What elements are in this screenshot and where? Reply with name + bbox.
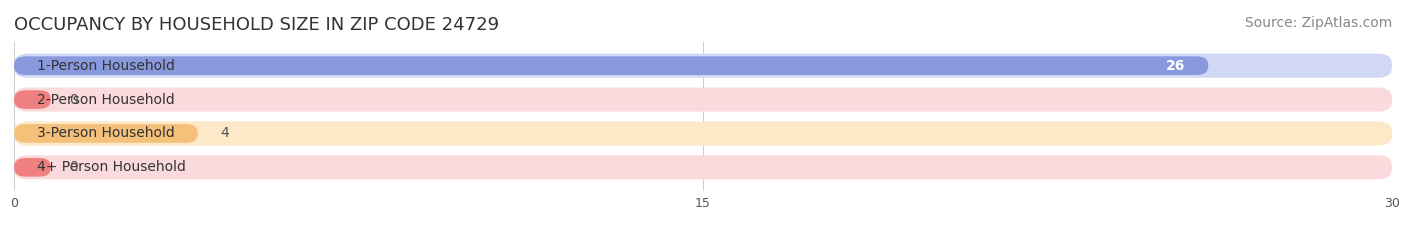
FancyBboxPatch shape (14, 90, 51, 109)
Text: 0: 0 (69, 93, 77, 106)
Text: 4: 4 (221, 127, 229, 140)
FancyBboxPatch shape (14, 155, 1392, 179)
FancyBboxPatch shape (14, 121, 1392, 145)
FancyBboxPatch shape (14, 124, 198, 143)
Text: 0: 0 (69, 160, 77, 174)
Text: 3-Person Household: 3-Person Household (37, 127, 174, 140)
FancyBboxPatch shape (14, 54, 1392, 78)
Text: Source: ZipAtlas.com: Source: ZipAtlas.com (1244, 16, 1392, 30)
Text: 4+ Person Household: 4+ Person Household (37, 160, 186, 174)
FancyBboxPatch shape (14, 56, 1208, 75)
Text: 2-Person Household: 2-Person Household (37, 93, 174, 106)
Text: 26: 26 (1166, 59, 1185, 73)
Text: 1-Person Household: 1-Person Household (37, 59, 174, 73)
Text: OCCUPANCY BY HOUSEHOLD SIZE IN ZIP CODE 24729: OCCUPANCY BY HOUSEHOLD SIZE IN ZIP CODE … (14, 16, 499, 34)
FancyBboxPatch shape (14, 158, 51, 177)
FancyBboxPatch shape (14, 88, 1392, 112)
